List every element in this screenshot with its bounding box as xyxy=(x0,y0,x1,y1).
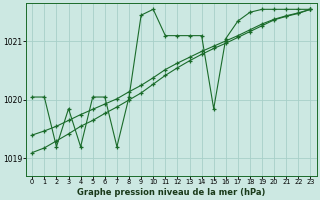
X-axis label: Graphe pression niveau de la mer (hPa): Graphe pression niveau de la mer (hPa) xyxy=(77,188,266,197)
